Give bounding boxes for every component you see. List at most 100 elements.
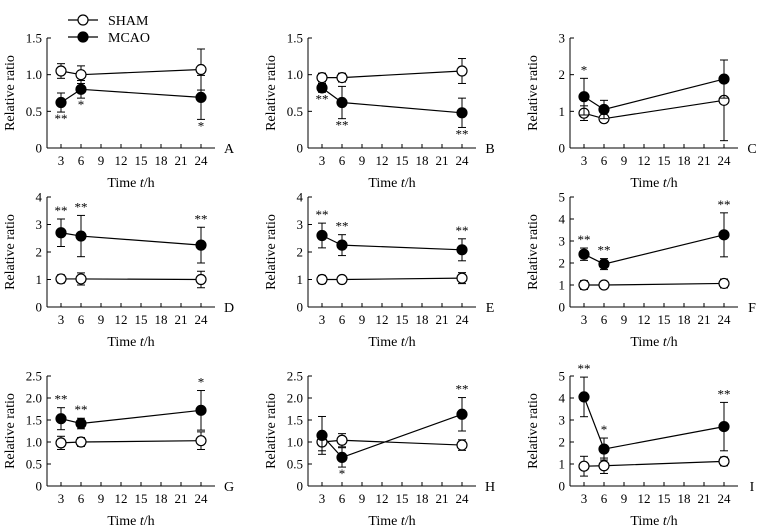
x-axis-title: Time t/h [368, 335, 415, 350]
y-tick-label: 0 [559, 300, 566, 315]
data-point-mcao [336, 451, 348, 463]
data-point-sham [456, 65, 468, 77]
x-axis-title-part: Time [107, 514, 136, 529]
x-axis-title: Time t/h [368, 176, 415, 191]
significance-mark: ** [598, 243, 611, 258]
y-tick-label: 2 [297, 245, 304, 260]
y-tick-label: 4 [559, 212, 566, 227]
panel-label: I [750, 480, 755, 495]
x-tick-label: 6 [601, 153, 608, 168]
series-mcao: ***** [578, 361, 731, 461]
x-tick-label: 21 [698, 153, 711, 168]
y-tick-label: 0 [297, 141, 304, 156]
y-tick-label: 5 [559, 190, 566, 205]
x-tick-label: 12 [115, 153, 128, 168]
data-point-sham [336, 71, 348, 84]
y-tick-label: 1.5 [287, 31, 303, 46]
x-tick-label: 21 [436, 153, 449, 168]
data-point-mcao [578, 248, 590, 260]
significance-mark: ** [718, 386, 731, 401]
y-tick-label: 0.5 [26, 104, 42, 119]
y-tick-label: 2 [559, 256, 566, 271]
data-point-mcao [55, 227, 67, 239]
data-point-sham [336, 434, 348, 446]
x-tick-label: 15 [658, 312, 671, 327]
y-axis-title: Relative ratio [264, 214, 279, 290]
data-point-mcao [598, 103, 610, 116]
x-tick-label: 9 [621, 491, 628, 506]
x-tick-label: 21 [698, 491, 711, 506]
x-tick-label: 21 [175, 491, 188, 506]
x-axis-title-unit: /h [144, 335, 155, 350]
panel-label: A [224, 142, 235, 157]
data-point-sham [75, 436, 87, 448]
chart-panel-a: 0 0.5 1.0 1.5 3 6 9 12 15 18 21 24 A Time t/h Relative… [3, 31, 235, 192]
legend-sham-marker [77, 14, 89, 26]
x-axis-title-variable: t [401, 514, 406, 529]
data-point-mcao [55, 413, 67, 425]
x-tick-label: 18 [155, 312, 168, 327]
x-axis-title: Time t/h [107, 176, 154, 191]
y-axis-title: Relative ratio [3, 393, 18, 469]
x-tick-label: 9 [621, 153, 628, 168]
x-axis-title-part: Time [107, 176, 136, 191]
significance-mark: * [601, 422, 608, 437]
x-tick-label: 18 [416, 491, 429, 506]
x-tick-label: 9 [359, 491, 366, 506]
x-tick-label: 3 [581, 491, 588, 506]
data-point-mcao [456, 408, 468, 420]
data-point-mcao [456, 244, 468, 256]
chart-panel-h: 0 0.5 1.0 1.5 2.0 2.5 3 6 9 12 15 18 21 24 H Time t/h Re… [264, 369, 495, 530]
x-tick-label: 15 [658, 153, 671, 168]
data-point-sham [316, 71, 328, 84]
x-axis-title-variable: t [663, 514, 668, 529]
x-axis-title-variable: t [663, 335, 668, 350]
data-point-mcao [316, 82, 328, 94]
x-tick-label: 24 [195, 491, 209, 506]
x-tick-label: 3 [581, 153, 588, 168]
y-tick-label: 0 [559, 141, 566, 156]
series-mcao: **** [55, 74, 207, 133]
x-axis-title-variable: t [401, 176, 406, 191]
legend-mcao-label: MCAO [108, 31, 150, 46]
significance-mark: ** [195, 211, 208, 226]
x-tick-label: 3 [58, 312, 65, 327]
y-tick-label: 1 [36, 272, 43, 287]
x-tick-label: 12 [638, 312, 651, 327]
y-tick-label: 2.5 [287, 369, 303, 384]
x-tick-label: 12 [376, 312, 389, 327]
x-axis-title-variable: t [401, 335, 406, 350]
x-tick-label: 24 [456, 491, 470, 506]
x-axis-title-unit: /h [667, 335, 678, 350]
y-tick-label: 0 [559, 479, 566, 494]
data-point-sham [75, 69, 87, 81]
x-tick-label: 24 [718, 491, 732, 506]
x-axis-title: Time t/h [368, 514, 415, 529]
data-point-mcao [75, 417, 87, 430]
data-point-sham [578, 279, 590, 291]
y-tick-label: 0 [297, 479, 304, 494]
significance-mark: ** [55, 203, 68, 218]
y-tick-label: 1.0 [287, 435, 303, 450]
data-point-mcao [718, 421, 730, 433]
data-point-sham [336, 273, 348, 286]
legend: SHAM MCAO [68, 14, 150, 46]
x-axis-title-part: Time [630, 176, 659, 191]
x-tick-label: 24 [195, 312, 209, 327]
x-tick-label: 6 [601, 312, 608, 327]
x-axis-title-variable: t [140, 335, 145, 350]
data-point-mcao [718, 73, 730, 85]
x-tick-label: 15 [396, 491, 409, 506]
y-tick-label: 1 [297, 272, 304, 287]
x-axis-title-variable: t [663, 176, 668, 191]
x-tick-label: 6 [78, 312, 85, 327]
x-tick-label: 12 [115, 312, 128, 327]
significance-mark: ** [578, 232, 591, 247]
x-axis-title-part: Time [368, 514, 397, 529]
data-point-mcao [718, 229, 730, 241]
x-tick-label: 15 [658, 491, 671, 506]
x-tick-label: 24 [456, 153, 470, 168]
